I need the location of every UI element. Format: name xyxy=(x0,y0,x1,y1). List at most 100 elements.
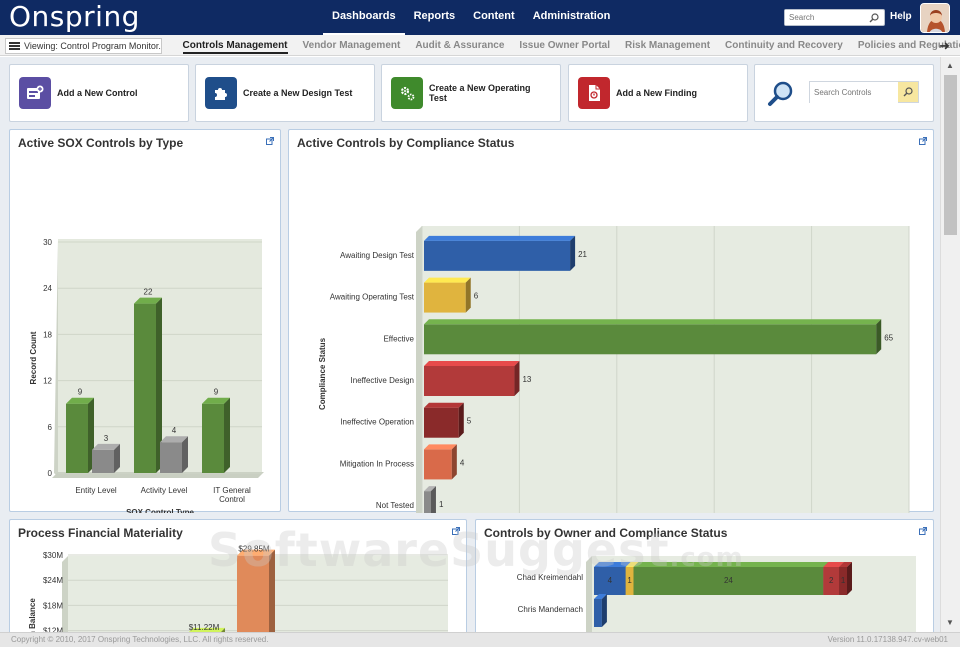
panel-title: Active SOX Controls by Type xyxy=(18,136,184,150)
bar-non-key xyxy=(160,442,182,473)
controls-by-owner-panel: Controls by Owner and Compliance Status … xyxy=(475,519,934,632)
x-tick-label: Activity Level xyxy=(141,486,188,495)
y-tick-label: Awaiting Design Test xyxy=(340,251,415,260)
add-new-finding-button[interactable]: Add a New Finding xyxy=(568,64,748,122)
create-design-test-button[interactable]: Create a New Design Test xyxy=(195,64,375,122)
plot-wall xyxy=(62,556,68,632)
search-controls-input[interactable] xyxy=(810,82,898,103)
y-tick-label: 18 xyxy=(43,330,52,339)
version-text: Version 11.0.17138.947.cv-web01 xyxy=(827,635,948,644)
data-label: 21 xyxy=(578,250,587,259)
tab-controls-management[interactable]: Controls Management xyxy=(175,35,295,56)
search-controls-field xyxy=(809,81,919,103)
y-tick-label: $24M xyxy=(43,576,63,585)
segment-ineffective-design xyxy=(823,567,840,595)
puzzle-icon xyxy=(205,77,237,109)
segment-ineffective-operation xyxy=(839,567,847,595)
nav-dashboards[interactable]: Dashboards xyxy=(323,0,405,35)
data-label: 1 xyxy=(627,576,632,585)
tab-policies-regulations[interactable]: Policies and Regulations xyxy=(857,40,960,51)
bar-process-top xyxy=(237,549,275,556)
nav-administration[interactable]: Administration xyxy=(532,10,611,22)
search-icon[interactable] xyxy=(867,10,881,25)
dashboard-selector-label: Viewing: Control Program Monitor... xyxy=(24,41,162,51)
y-tick-label: Awaiting Operating Test xyxy=(330,293,415,302)
plot-wall xyxy=(586,556,592,632)
tab-vendor-management[interactable]: Vendor Management xyxy=(302,40,401,51)
bar-ineffective-operation xyxy=(424,407,459,438)
scroll-up-icon[interactable]: ▲ xyxy=(946,61,954,70)
bar-awaiting-design-test-end xyxy=(570,235,576,271)
menu-icon xyxy=(9,42,20,50)
user-avatar[interactable] xyxy=(920,3,950,33)
bar-process-side xyxy=(269,549,275,632)
bar-process-top xyxy=(188,627,225,632)
card-label: Create a New Design Test xyxy=(243,88,353,98)
compliance-status-panel: Active Controls by Compliance Status 014… xyxy=(288,129,934,513)
global-search xyxy=(784,9,885,26)
tab-label: Controls Management xyxy=(182,40,288,54)
create-operating-test-button[interactable]: Create a New Operating Test xyxy=(381,64,561,122)
bar-key-top xyxy=(202,397,230,404)
gears-icon xyxy=(391,77,423,109)
bar-non-key-top xyxy=(160,436,188,443)
bar-key-side xyxy=(156,297,162,473)
top-nav-bar: Onspring Dashboards Reports Content Admi… xyxy=(0,0,960,35)
help-link[interactable]: Help xyxy=(890,11,912,22)
nav-content[interactable]: Content xyxy=(473,10,515,22)
bar-ineffective-design xyxy=(424,366,515,396)
data-label: 65 xyxy=(884,333,893,342)
dashboard-selector[interactable]: Viewing: Control Program Monitor... xyxy=(5,38,162,54)
panel-title: Process Financial Materiality xyxy=(18,526,183,540)
segment-ineffective-design-top xyxy=(823,562,845,567)
scrollbar-thumb[interactable] xyxy=(944,75,957,235)
bar-not-tested xyxy=(424,491,431,513)
tab-audit-assurance[interactable]: Audit & Assurance xyxy=(415,40,505,51)
y-axis-label: Record Count xyxy=(29,331,38,384)
segment-awaiting-design-test xyxy=(594,599,602,627)
y-tick-label: Mitigation In Process xyxy=(340,459,414,468)
segment-ineffective-operation-end xyxy=(847,562,852,595)
global-search-input[interactable] xyxy=(785,10,867,25)
search-controls-button[interactable] xyxy=(898,82,918,102)
y-tick-label: Chad Kreimendahl xyxy=(517,573,583,582)
sox-controls-panel: Active SOX Controls by Type 0 6 12 18 24 30 Re… xyxy=(9,129,281,513)
dashboard-content: Add a New Control Create a New Design Te… xyxy=(0,57,940,632)
popout-icon[interactable] xyxy=(266,137,274,145)
panel-title: Active Controls by Compliance Status xyxy=(297,136,515,150)
vertical-scrollbar[interactable]: ▲ ▼ xyxy=(940,57,960,632)
data-label: 22 xyxy=(144,288,153,297)
bar-process xyxy=(237,555,269,632)
next-tabs-arrow-icon[interactable]: ➜ xyxy=(939,38,950,53)
bar-non-key-side xyxy=(182,436,188,473)
onspring-logo[interactable]: Onspring xyxy=(9,0,140,33)
plot-wall xyxy=(416,226,422,513)
data-label: 5 xyxy=(467,417,472,426)
segment-awaiting-design-test-top xyxy=(594,562,631,567)
bar-key-side xyxy=(224,397,230,473)
bar-key-top xyxy=(134,297,162,304)
y-tick-label: 0 xyxy=(48,469,53,478)
data-label: 1 xyxy=(439,500,444,509)
popout-icon[interactable] xyxy=(452,527,460,535)
scroll-down-icon[interactable]: ▼ xyxy=(946,618,954,627)
footer: Copyright © 2010, 2017 Onspring Technolo… xyxy=(0,632,960,647)
bar-key xyxy=(134,303,156,473)
bar-awaiting-design-test xyxy=(424,240,571,271)
bar-ineffective-operation-end xyxy=(458,402,464,438)
y-tick-label: 24 xyxy=(43,284,52,293)
add-new-control-button[interactable]: Add a New Control xyxy=(9,64,189,122)
tab-issue-owner-portal[interactable]: Issue Owner Portal xyxy=(519,40,611,51)
segment-effective xyxy=(633,567,824,595)
popout-icon[interactable] xyxy=(919,527,927,535)
tab-continuity-recovery[interactable]: Continuity and Recovery xyxy=(725,40,843,51)
bar-effective-top xyxy=(424,319,882,325)
nav-reports[interactable]: Reports xyxy=(413,10,456,22)
bar-not-tested-top xyxy=(424,486,436,492)
bar-key xyxy=(66,403,88,473)
x-axis-label: SOX Control Type xyxy=(126,508,194,513)
popout-icon[interactable] xyxy=(919,137,927,145)
x-tick-label: IT General xyxy=(213,486,251,495)
tab-risk-management[interactable]: Risk Management xyxy=(625,40,711,51)
